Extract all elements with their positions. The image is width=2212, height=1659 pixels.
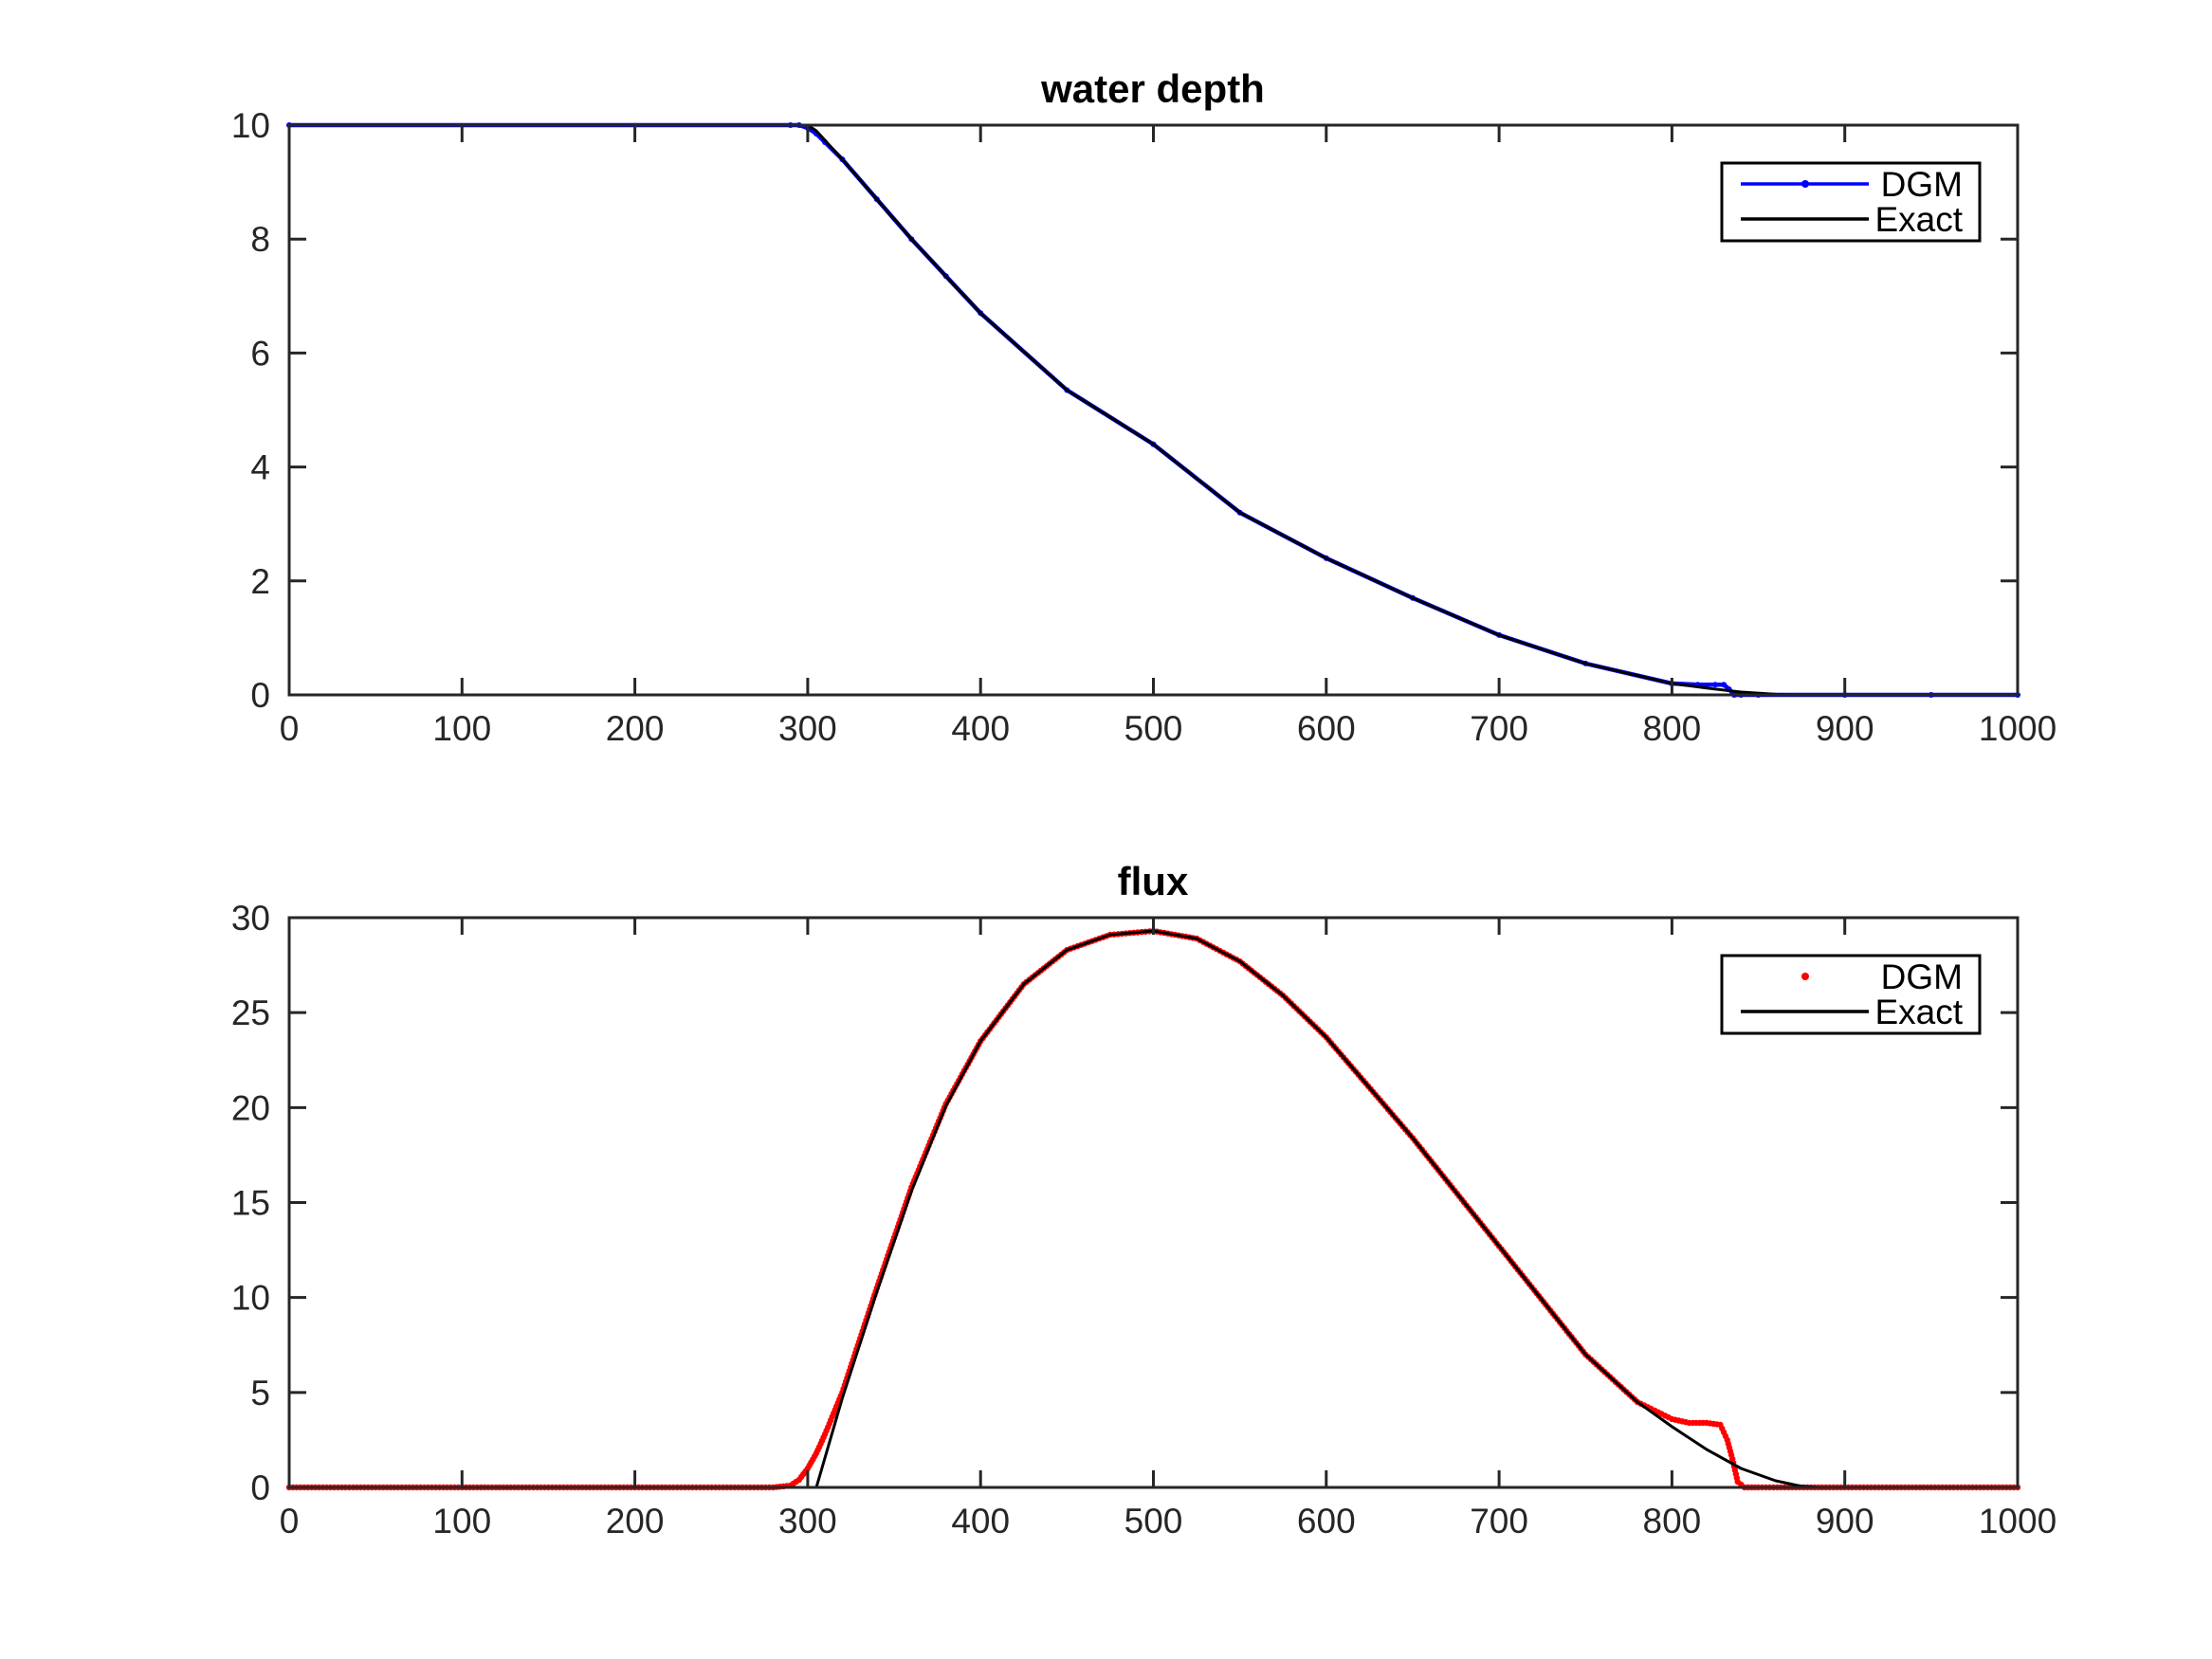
- series-line: [289, 929, 2018, 1489]
- legend-item-exact: Exact: [1741, 200, 1964, 239]
- legend-box: [1720, 161, 1982, 243]
- x-tick-label: 0: [280, 709, 300, 748]
- x-tick-label: 200: [606, 1502, 665, 1540]
- x-tick-label: 900: [1816, 709, 1874, 748]
- y-tick-label: 0: [250, 676, 270, 715]
- x-tick-label: 300: [778, 1502, 837, 1540]
- x-tick-label: 500: [1124, 1502, 1183, 1540]
- series-exact-group: [289, 929, 2018, 1489]
- x-tick-label: 400: [951, 1502, 1010, 1540]
- x-tick-label: 1000: [1979, 1502, 2057, 1540]
- x-tick-label: 700: [1470, 709, 1528, 748]
- legend-marker: [1801, 180, 1809, 188]
- y-tick-label: 5: [250, 1374, 270, 1413]
- legend-label: Exact: [1874, 993, 1963, 1031]
- x-tick-label: 100: [432, 709, 491, 748]
- y-tick-label: 25: [231, 994, 270, 1032]
- legend-marker: [1801, 973, 1809, 980]
- y-tick-label: 2: [250, 562, 270, 601]
- x-tick-label: 400: [951, 709, 1010, 748]
- x-tick-label: 1000: [1979, 709, 2057, 748]
- y-tick-label: 10: [231, 1279, 270, 1318]
- legend-box: [1720, 954, 1982, 1035]
- y-tick-label: 20: [231, 1088, 270, 1127]
- x-tick-label: 700: [1470, 1502, 1528, 1540]
- x-tick-label: 900: [1816, 1502, 1874, 1540]
- series-exact-group: [289, 123, 2018, 697]
- data-point: [1712, 682, 1718, 688]
- x-tick-label: 800: [1643, 1502, 1702, 1540]
- subplot-title: water depth: [1040, 66, 1265, 111]
- x-tick-label: 300: [778, 709, 837, 748]
- x-tick-label: 100: [432, 1502, 491, 1540]
- x-tick-label: 800: [1643, 709, 1702, 748]
- legend-item-dgm: DGM: [1741, 165, 1963, 204]
- legend-item-dgm: DGM: [1801, 957, 1963, 996]
- y-tick-label: 6: [250, 334, 270, 373]
- legend-label: DGM: [1881, 165, 1963, 204]
- legend-label: DGM: [1881, 957, 1963, 996]
- y-tick-label: 8: [250, 220, 270, 259]
- x-tick-label: 600: [1297, 1502, 1356, 1540]
- subplot-title: flux: [1118, 859, 1189, 903]
- y-tick-label: 4: [250, 448, 270, 487]
- y-tick-label: 10: [231, 106, 270, 145]
- y-tick-label: 15: [231, 1184, 270, 1223]
- x-tick-label: 600: [1297, 709, 1356, 748]
- x-tick-label: 0: [280, 1502, 300, 1540]
- y-tick-label: 0: [250, 1468, 270, 1507]
- x-tick-label: 200: [606, 709, 665, 748]
- data-point: [1721, 682, 1728, 688]
- flux-subplot: flux 0 100 200 300 400 500 600 700 800 900 1000 0 5 1…: [231, 859, 2057, 1540]
- series-line: [289, 123, 2018, 697]
- legend-label: Exact: [1874, 200, 1963, 239]
- y-tick-label: 30: [231, 899, 270, 938]
- legend-item-exact: Exact: [1741, 993, 1964, 1031]
- water-depth-subplot: water depth 0 100 200 300 400 500 600 700 800 900…: [231, 66, 2057, 748]
- x-tick-label: 500: [1124, 709, 1183, 748]
